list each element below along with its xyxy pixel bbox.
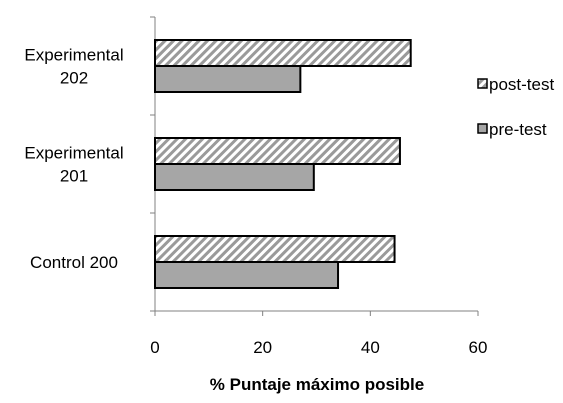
- ticks: [150, 16, 479, 316]
- category-label: Control 200: [30, 253, 118, 272]
- category-label: 201: [60, 167, 88, 186]
- legend: post-test pre-test: [477, 75, 554, 139]
- bar-pre-test: [154, 261, 340, 289]
- legend-swatch-post-test: [477, 78, 488, 89]
- category-label: Experimental: [24, 144, 123, 163]
- x-axis-label: % Puntaje máximo posible: [210, 375, 424, 394]
- bar-post-test: [154, 235, 396, 263]
- legend-label-post-test: post-test: [489, 75, 554, 94]
- category-label: Experimental: [24, 46, 123, 65]
- x-tick-label: 60: [469, 338, 488, 357]
- legend-swatch-pre-test: [477, 123, 488, 134]
- x-tick-label: 0: [150, 338, 159, 357]
- bar-pre-test: [154, 65, 302, 93]
- bar-post-test: [154, 137, 401, 165]
- category-label: 202: [60, 69, 88, 88]
- legend-label-pre-test: pre-test: [489, 120, 547, 139]
- category-labels: Experimental 202 Experimental 201 Control 20…: [24, 46, 123, 273]
- x-tick-label: 40: [361, 338, 380, 357]
- x-tick-labels: 0 20 40 60: [150, 338, 487, 357]
- bars: [154, 39, 412, 289]
- bar-pre-test: [154, 163, 315, 191]
- bar-post-test: [154, 39, 412, 67]
- x-tick-label: 20: [253, 338, 272, 357]
